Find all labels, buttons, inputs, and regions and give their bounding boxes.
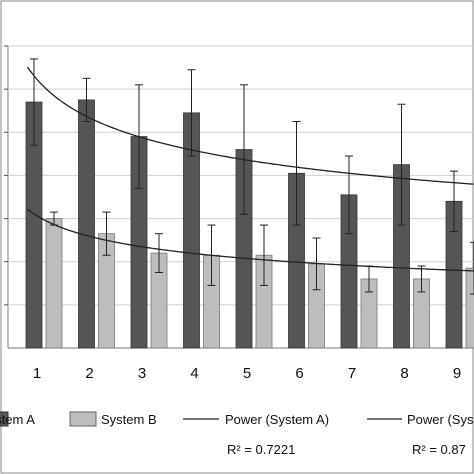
- bar-system-b: [45, 218, 63, 349]
- bars: [25, 99, 474, 349]
- x-tick-labels: 1 2 3 4 5 6 7 8 9: [33, 365, 461, 382]
- legend-swatch-system-a: [0, 411, 9, 427]
- legend: System A System B Power (System A) Power…: [0, 411, 474, 457]
- trendline-power-system-a: [26, 66, 474, 185]
- x-tick-label: 9: [453, 365, 461, 382]
- x-tick-label: 2: [85, 365, 93, 382]
- x-tick-label: 1: [33, 365, 41, 382]
- x-tick-label: 6: [295, 365, 303, 382]
- x-tick-label: 7: [348, 365, 356, 382]
- trendline-power-system-b: [27, 208, 474, 272]
- bar-system-b: [465, 267, 474, 349]
- legend-label-power-b: Power (System B): [407, 412, 474, 427]
- legend-label-system-b: System B: [101, 412, 157, 427]
- bar-system-a: [78, 99, 95, 349]
- trendlines: [26, 66, 474, 272]
- x-tick-label: 5: [243, 365, 251, 382]
- r2-label-system-a: R² = 0.7221: [227, 442, 295, 457]
- x-tick-label: 8: [400, 365, 408, 382]
- x-tick-label: 4: [190, 365, 198, 382]
- legend-label-power-a: Power (System A): [225, 412, 329, 427]
- x-tick-label: 3: [138, 365, 146, 382]
- r2-label-system-b: R² = 0.87: [412, 442, 466, 457]
- legend-swatch-system-b: [69, 411, 97, 427]
- legend-label-system-a: System A: [0, 412, 35, 427]
